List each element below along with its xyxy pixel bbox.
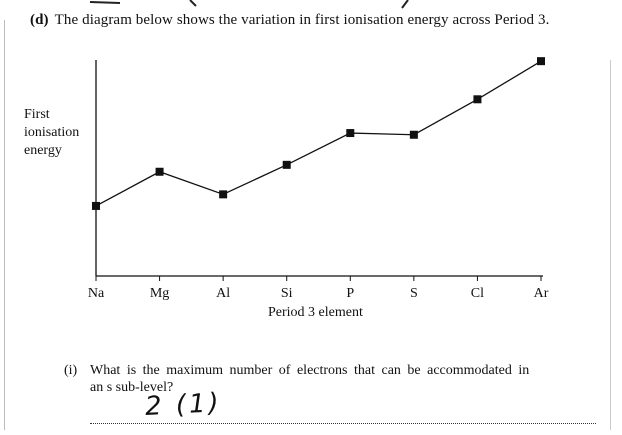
x-tick-label: P [346, 286, 354, 301]
x-tick-label: S [410, 286, 418, 301]
data-point-si [282, 160, 291, 169]
question-i-text-line2: an s sub-level? [90, 380, 174, 395]
data-point-ar [537, 57, 545, 66]
x-tick-label: Al [216, 286, 230, 301]
data-point-al [219, 190, 228, 199]
y-axis-label-line: energy [24, 143, 62, 158]
x-tick-label: Cl [471, 286, 484, 301]
data-point-cl [473, 95, 482, 104]
question-i: (i) What is the maximum number of electro… [64, 362, 604, 396]
question-i-text-line1: What is the maximum number of electrons … [90, 363, 530, 378]
data-point-mg [155, 167, 164, 176]
top-handwriting-marks [89, 0, 409, 9]
question-d: (d) The diagram below shows the variation… [30, 12, 549, 29]
data-point-s [409, 130, 418, 139]
x-tick-label: Mg [150, 286, 169, 301]
question-d-text: The diagram below shows the variation in… [54, 12, 550, 28]
data-point-p [346, 129, 355, 138]
question-d-label: (d) [30, 12, 49, 28]
question-i-label: (i) [64, 363, 78, 378]
x-tick-label: Si [281, 286, 293, 301]
y-axis-label-line: First [24, 107, 50, 122]
answer-line[interactable] [90, 423, 596, 424]
y-axis-label-line: ionisation [24, 125, 80, 140]
x-tick-label: Ar [534, 286, 549, 301]
data-point-na [92, 201, 100, 210]
page-margin-line [610, 60, 611, 430]
series-line [95, 60, 542, 207]
handwritten-answer: 2 (1) [144, 388, 223, 422]
x-tick-label: Na [88, 286, 105, 301]
page-margin-line [4, 20, 5, 430]
x-axis-label: Period 3 element [268, 305, 363, 320]
y-axis-label: First ionisation energy [24, 106, 79, 160]
